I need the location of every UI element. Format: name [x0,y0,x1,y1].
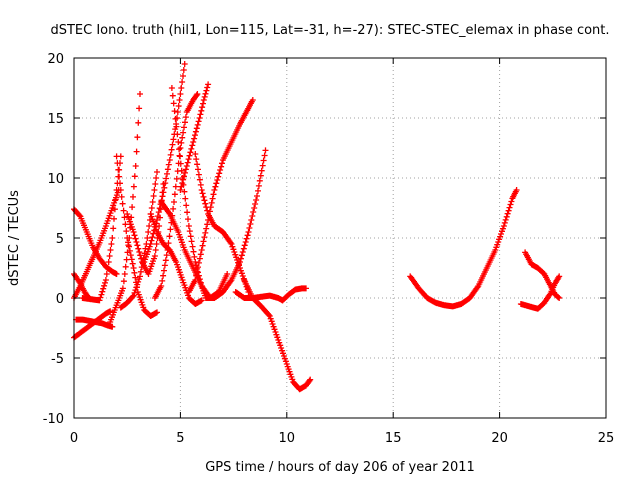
data-series [113,153,160,319]
data-series [407,187,520,310]
x-axis-label: GPS time / hours of day 206 of year 2011 [205,460,475,475]
x-tick-label: 15 [385,431,402,446]
data-series [124,181,167,277]
data-series [241,277,314,393]
y-tick-label: 5 [56,232,64,247]
data-series [185,97,256,295]
x-tick-label: 25 [598,431,615,446]
series-markers [279,285,309,304]
series-markers [177,81,212,193]
x-tick-label: 0 [70,431,78,446]
data-series [202,147,269,301]
series-markers [117,169,160,311]
series-markers [192,151,252,295]
series-markers [202,147,269,301]
series-markers [517,273,563,312]
data-series [279,285,309,304]
series-markers [185,97,256,295]
y-tick-label: -5 [51,352,64,367]
data-series [192,151,252,295]
y-tick-label: -10 [43,412,64,427]
data-series [107,91,143,325]
y-axis-label: dSTEC / TECUs [7,190,22,286]
y-tick-label: 15 [47,112,64,127]
data-layer [71,61,563,393]
series-markers [241,277,314,393]
chart-title: dSTEC Iono. truth (hil1, Lon=115, Lat=-3… [50,23,609,38]
series-markers [113,153,160,319]
x-tick-label: 20 [491,431,508,446]
x-tick-label: 5 [176,431,184,446]
tick-layer: 0 5 10 15 20 25 -10 -5 0 5 10 15 20 [43,52,615,446]
y-tick-label: 0 [56,292,64,307]
data-series [117,169,160,311]
series-markers [407,187,520,310]
data-series [177,81,212,193]
y-tick-label: 10 [47,172,64,187]
data-series [517,273,563,312]
x-tick-label: 10 [279,431,296,446]
series-markers [124,181,167,277]
grid-layer [74,58,606,418]
series-markers [107,91,143,325]
y-tick-label: 20 [47,52,64,67]
